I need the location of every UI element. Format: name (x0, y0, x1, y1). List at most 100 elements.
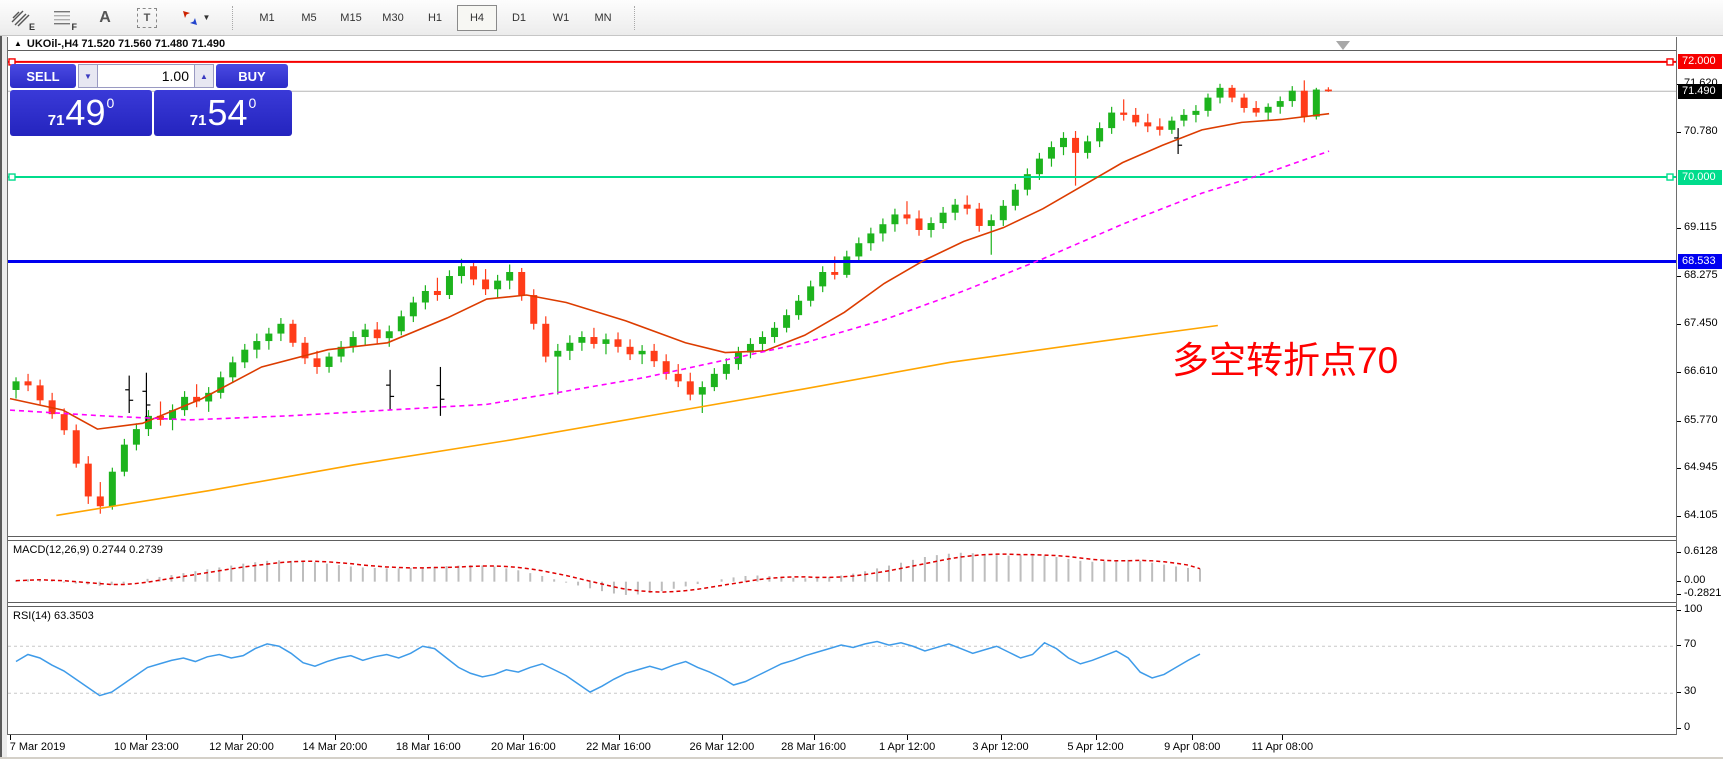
toolbar-separator (232, 5, 240, 30)
window-bottom-edge (0, 757, 1723, 759)
fibonacci-retracement-icon[interactable]: F (48, 4, 78, 32)
price-tick-label: 65.770 (1684, 413, 1718, 426)
timeframe-H4[interactable]: H4 (457, 4, 497, 31)
collapse-triangle-icon[interactable]: ▲ (14, 38, 22, 48)
timeframe-switcher: M1 M5 M15 M30 H1 H4 D1 W1 MN (246, 4, 624, 31)
price-tick-mark (1677, 420, 1681, 422)
volume-increase-button[interactable]: ▲ (194, 64, 214, 88)
time-tick-mark (1282, 735, 1284, 740)
equidistant-channel-icon[interactable]: E (6, 4, 36, 32)
time-tick-label: 10 Mar 23:00 (113, 741, 179, 753)
one-click-trade-panel: SELL ▼ ▲ BUY 71 49 0 71 54 0 (10, 64, 292, 136)
time-tick-mark (1000, 735, 1002, 740)
toolbar-separator (634, 5, 642, 30)
sell-price-superscript: 0 (106, 95, 115, 111)
time-tick-mark (523, 735, 525, 740)
volume-input[interactable] (98, 64, 194, 88)
timeframe-MN[interactable]: MN (594, 11, 612, 24)
main-chart-canvas[interactable] (8, 51, 1676, 535)
rsi-pane[interactable]: RSI(14) 63.3503 (8, 606, 1676, 735)
price-tick-mark (1677, 323, 1681, 325)
macd-canvas[interactable] (8, 541, 1676, 602)
time-tick-mark (907, 735, 909, 740)
macd-tick-label: 0.6128 (1684, 544, 1718, 557)
price-tick-mark (1677, 132, 1681, 134)
rsi-tick-mark (1677, 692, 1681, 694)
time-tick-label: 20 Mar 16:00 (490, 741, 556, 753)
sell-button[interactable]: SELL (10, 64, 76, 88)
chart-text-annotation[interactable]: 多空转折点70 (1172, 340, 1399, 381)
time-tick-label: 9 Apr 08:00 (1164, 741, 1221, 753)
buy-button[interactable]: BUY (216, 64, 288, 88)
chart-header-strip: ▲ UKOil-,H4 71.520 71.560 71.480 71.490 (8, 37, 1676, 51)
text-label-icon: A (99, 8, 111, 26)
chart-shift-triangle-icon[interactable] (1336, 41, 1350, 50)
macd-pane[interactable]: MACD(12,26,9) 0.2744 0.2739 (8, 540, 1676, 603)
time-tick-label: 1 Apr 12:00 (878, 741, 936, 753)
time-tick-mark (428, 735, 430, 740)
chevron-down-icon[interactable]: ▼ (202, 13, 211, 22)
macd-tick-label: 0.00 (1684, 573, 1706, 586)
time-tick-label: 26 Mar 12:00 (689, 741, 755, 753)
text-box-tool[interactable]: T (132, 4, 162, 32)
time-tick-label: 7 Mar 2019 (9, 741, 66, 753)
macd-tick-mark (1677, 594, 1681, 595)
rsi-tick-label: 0 (1684, 720, 1691, 733)
rsi-tick-mark (1677, 727, 1681, 729)
price-tick-label: 69.115 (1684, 221, 1717, 233)
text-label-tool[interactable]: A (90, 4, 120, 32)
price-axis[interactable]: 71.620 70.780 69.115 68.275 67.450 66.610 65.7… (1677, 37, 1723, 757)
channel-hatch-icon (11, 10, 30, 26)
hline-70.000[interactable] (8, 173, 1676, 181)
sell-price-prefix: 71 (47, 112, 65, 129)
time-tick-label: 14 Mar 20:00 (302, 741, 368, 753)
price-tick-mark (1677, 276, 1681, 278)
buy-price-button[interactable]: 71 54 0 (154, 90, 292, 136)
time-tick-label: 11 Apr 08:00 (1251, 741, 1314, 753)
sell-price-button[interactable]: 71 49 0 (10, 90, 152, 136)
hline-72.000[interactable] (8, 58, 1676, 66)
time-tick-mark (1192, 735, 1194, 740)
rsi-label: RSI(14) 63.3503 (13, 610, 94, 622)
current-price-badge: 71.490 (1678, 83, 1722, 99)
time-tick-mark (1095, 735, 1097, 740)
time-tick-mark (9, 735, 11, 740)
fibo-badge: F (71, 21, 78, 32)
price-badge-72.000: 72.000 (1678, 54, 1722, 70)
arrows-icon (182, 10, 197, 25)
symbol-ohlc-text: UKOil-,H4 71.520 71.560 71.480 71.490 (26, 37, 226, 50)
price-badge-70.000: 70.000 (1678, 169, 1722, 185)
time-tick-mark (618, 735, 620, 740)
macd-histogram (14, 552, 1201, 595)
channel-badge: E (28, 21, 35, 32)
price-tick-mark (1677, 468, 1681, 469)
rsi-tick-mark (1677, 610, 1681, 611)
price-tick-label: 67.450 (1684, 316, 1718, 329)
rsi-tick-label: 30 (1684, 685, 1697, 698)
timeframe-W1[interactable]: W1 (552, 11, 570, 24)
arrows-tool[interactable]: ▼ (174, 4, 216, 32)
price-tick-label: 66.610 (1684, 365, 1718, 378)
time-tick-label: 18 Mar 16:00 (395, 741, 461, 753)
timeframe-H1[interactable]: H1 (427, 11, 443, 24)
timeframe-D1[interactable]: D1 (511, 11, 527, 24)
sell-price-digits: 49 (65, 92, 106, 133)
price-tick-label: 64.945 (1684, 461, 1718, 473)
time-axis[interactable]: 7 Mar 2019 10 Mar 23:00 12 Mar 20:00 14 Mar… (8, 735, 1676, 757)
time-tick-mark (721, 735, 723, 740)
time-tick-mark (334, 735, 336, 740)
price-tick-label: 68.275 (1684, 269, 1718, 282)
timeframe-M30[interactable]: M30 (382, 11, 404, 24)
timeframe-M15[interactable]: M15 (340, 11, 362, 24)
macd-label: MACD(12,26,9) 0.2744 0.2739 (13, 544, 163, 556)
timeframe-M5[interactable]: M5 (301, 11, 317, 24)
timeframe-M1[interactable]: M1 (259, 11, 275, 24)
price-tick-mark (1677, 228, 1681, 229)
ma-medium-magenta (9, 150, 1330, 421)
chart-title: ▲ UKOil-,H4 71.520 71.560 71.480 71.490 (8, 38, 225, 50)
volume-decrease-button[interactable]: ▼ (78, 64, 98, 88)
rsi-canvas[interactable] (8, 607, 1676, 734)
time-tick-mark (813, 735, 815, 740)
time-tick-label: 5 Apr 12:00 (1067, 741, 1124, 753)
